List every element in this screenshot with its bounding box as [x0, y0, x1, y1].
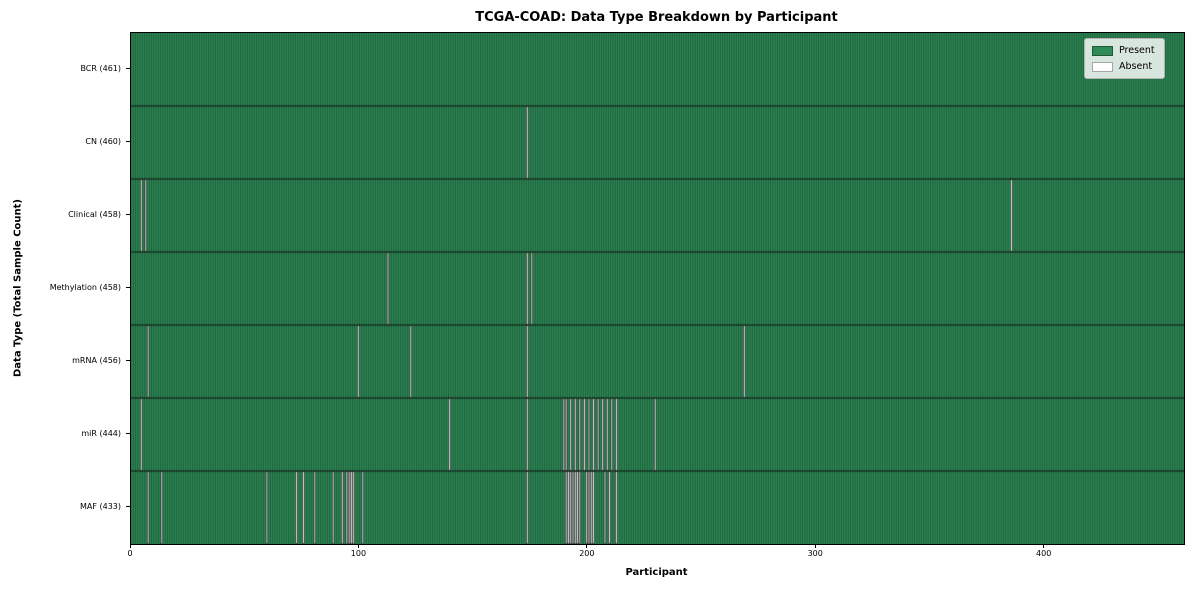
x-tick-label: 400 [1036, 549, 1052, 558]
x-tick-mark [129, 544, 131, 548]
legend-item-present: Present [1092, 45, 1155, 56]
row-label-clinical: Clinical (458) [68, 210, 121, 219]
x-tick-label: 0 [127, 549, 133, 558]
row-label-mir: miR (444) [81, 429, 121, 438]
legend: Present Absent [1084, 38, 1165, 79]
x-axis-label: Participant [625, 567, 688, 578]
plot-area [130, 32, 1185, 545]
y-tick-mark [126, 287, 130, 288]
y-tick-mark [126, 433, 130, 434]
x-tick-mark [357, 544, 359, 548]
y-tick-mark [126, 506, 130, 507]
legend-label-absent: Absent [1119, 61, 1153, 72]
row-label-cn: CN (460) [85, 137, 121, 146]
x-tick-label: 100 [350, 549, 367, 558]
chart-title: TCGA-COAD: Data Type Breakdown by Partic… [475, 10, 838, 25]
present-swatch-icon [1092, 45, 1113, 56]
y-tick-mark [126, 141, 130, 142]
row-label-bcr: BCR (461) [80, 64, 121, 73]
absent-swatch-icon [1092, 61, 1113, 72]
heatmap-canvas [131, 33, 1184, 544]
row-label-mrna: mRNA (456) [72, 356, 121, 365]
y-tick-mark [126, 360, 130, 361]
legend-item-absent: Absent [1092, 61, 1155, 72]
legend-label-present: Present [1119, 45, 1155, 56]
row-label-maf: MAF (433) [79, 502, 121, 511]
x-tick-mark [586, 544, 588, 548]
x-tick-label: 300 [807, 549, 823, 558]
x-tick-mark [1043, 544, 1045, 548]
y-tick-mark [126, 68, 130, 69]
y-tick-mark [126, 214, 130, 215]
x-tick-mark [814, 544, 816, 548]
x-tick-label: 200 [579, 549, 595, 558]
row-label-methylation: Methylation (458) [49, 283, 121, 292]
